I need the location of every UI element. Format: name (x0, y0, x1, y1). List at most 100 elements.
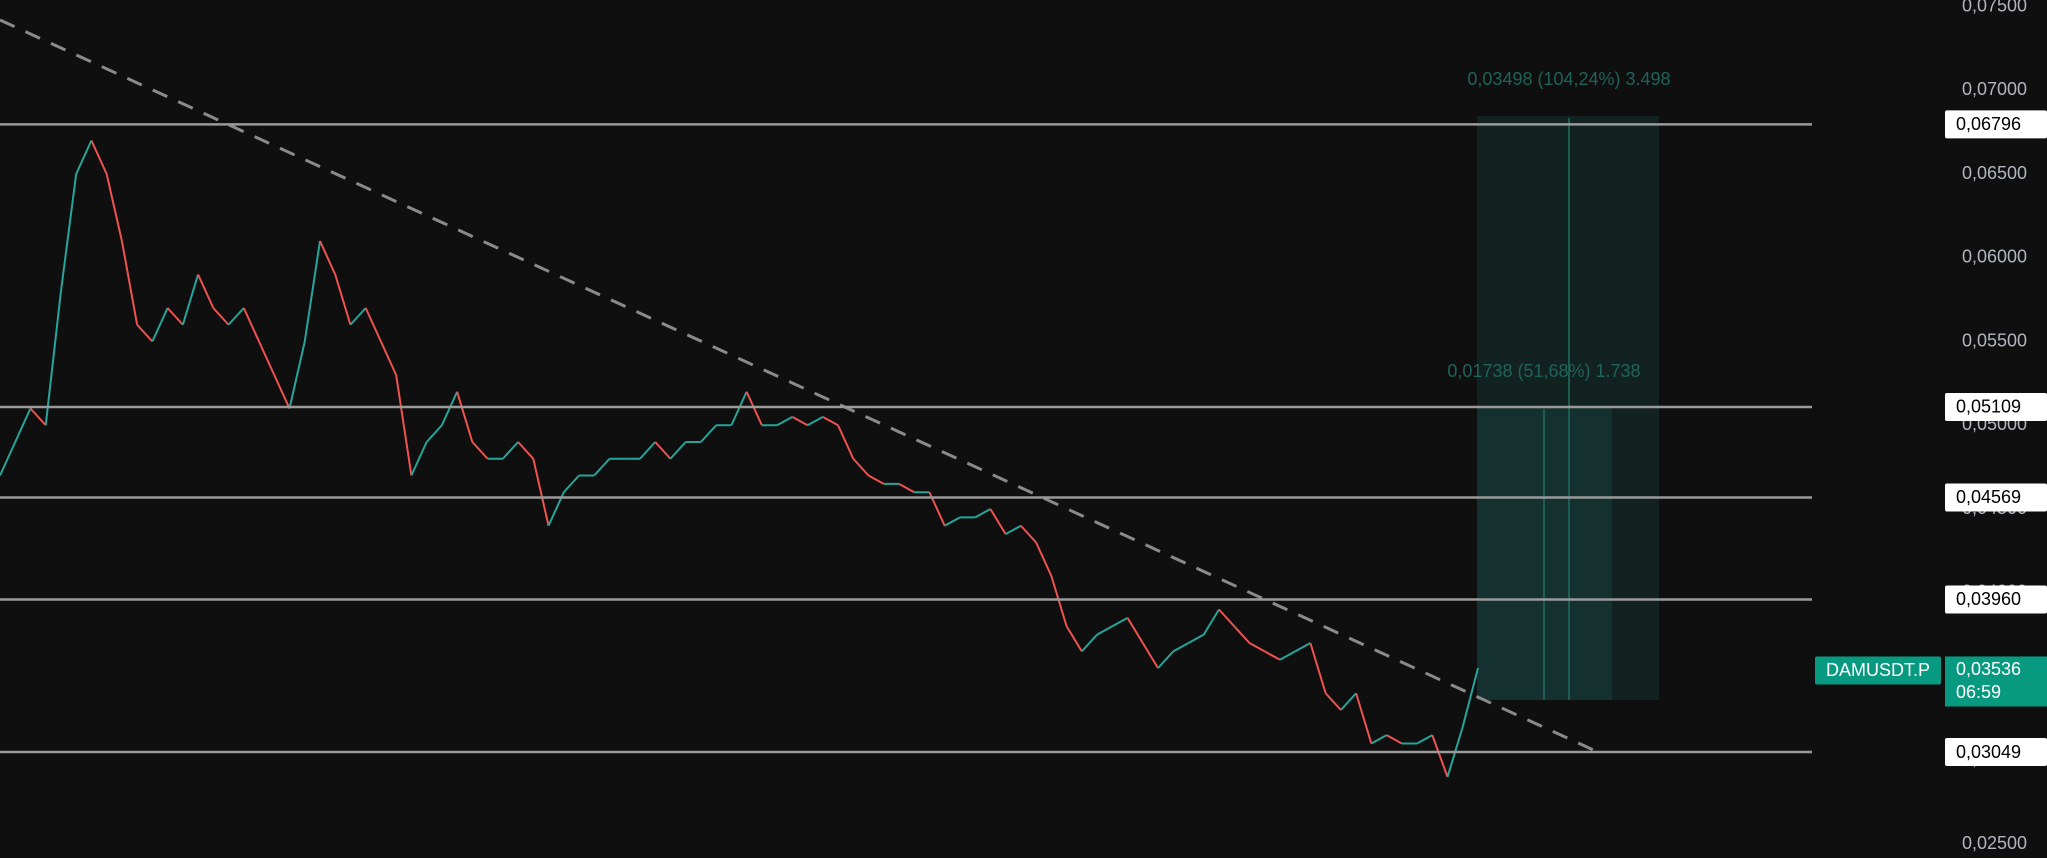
price-segment (944, 516, 961, 527)
price-segment (273, 374, 291, 409)
price-segment (1294, 642, 1311, 653)
price-segment (456, 391, 474, 443)
price-segment (258, 341, 276, 376)
price-segment (822, 415, 839, 427)
price-segment (1050, 575, 1068, 627)
level-label: 0,04569 (1956, 487, 2021, 507)
price-segment (120, 240, 139, 325)
price-segment (1416, 734, 1433, 745)
symbol-box (1815, 656, 1941, 685)
price-segment (44, 291, 62, 426)
level-label-box (1945, 392, 2047, 421)
price-segment (776, 415, 793, 427)
price-segment (639, 441, 656, 460)
price-segment (1020, 525, 1037, 544)
price-segment (852, 458, 870, 477)
price-segment (1126, 617, 1144, 644)
level-label: 0,06796 (1956, 114, 2021, 134)
level-label-box (1945, 585, 2047, 614)
price-segment (288, 341, 306, 409)
price-segment (1111, 616, 1129, 628)
y-tick-label: 0,07500 (1962, 0, 2027, 15)
price-segment (1340, 692, 1357, 711)
price-segment (1172, 642, 1189, 653)
price-segment (1035, 542, 1053, 577)
price-segment (1096, 625, 1113, 636)
price-segment (1309, 642, 1327, 694)
price-segment (349, 307, 367, 326)
price-segment (410, 441, 428, 476)
price-segment (227, 307, 245, 326)
level-label: 0,05109 (1956, 397, 2021, 417)
price-segment (669, 441, 687, 460)
price-segment (440, 391, 459, 426)
price-segment (898, 482, 915, 494)
price-segment (90, 140, 108, 175)
price-segment (532, 458, 550, 526)
y-tick-label: 0,02500 (1962, 833, 2027, 853)
y-tick-label: 0,07000 (1962, 79, 2027, 99)
price-segment (136, 324, 154, 343)
price-segment (1461, 667, 1479, 728)
price-segment (380, 341, 398, 376)
price-segment (1188, 633, 1205, 644)
price-segment (395, 374, 413, 476)
level-label: 0,03960 (1956, 589, 2021, 609)
price-segment (151, 307, 169, 342)
annotation: 0,01738 (51,68%) 1.738 (1447, 361, 1640, 381)
price-segment (1157, 650, 1174, 669)
price-segment (654, 441, 672, 460)
price-segment (502, 441, 519, 460)
price-segment (1248, 642, 1266, 653)
price-segment (868, 474, 885, 485)
price-segment (989, 508, 1007, 535)
price-segment (1081, 633, 1098, 653)
price-segment (974, 508, 991, 519)
price-segment (593, 458, 611, 477)
price-segment (1370, 734, 1388, 745)
price-segment (1141, 642, 1159, 669)
price-segment (837, 424, 855, 460)
y-tick-label: 0,05500 (1962, 330, 2027, 350)
price-segment (105, 173, 123, 242)
price-segment (563, 474, 580, 493)
price-segment (166, 307, 184, 326)
price-segment (1233, 625, 1251, 644)
price-segment (212, 307, 230, 326)
price-segment (1324, 692, 1342, 711)
level-label: 0,03049 (1956, 742, 2021, 762)
price-segment (1005, 524, 1022, 536)
price-segment (425, 424, 443, 443)
price-segment (700, 424, 717, 443)
price-segment (1279, 650, 1296, 661)
level-label-box (1945, 110, 2047, 139)
price-segment (1065, 625, 1083, 652)
price-segment (75, 140, 93, 175)
price-segment (14, 408, 32, 443)
price-segment (59, 173, 78, 292)
price-segment (745, 391, 763, 426)
countdown: 06:59 (1956, 682, 2001, 702)
price-segment (1431, 734, 1449, 778)
price-segment (730, 391, 748, 426)
symbol-label: DAMUSDT.P (1826, 660, 1930, 680)
level-label-box (1945, 483, 2047, 512)
price-segment (181, 274, 200, 326)
level-label-box (1945, 738, 2047, 767)
price-segment (319, 240, 337, 275)
price-segment (471, 441, 489, 460)
price-segment (0, 441, 17, 476)
price-segment (807, 415, 824, 427)
price-segment (791, 415, 809, 427)
price-segment (1264, 650, 1281, 661)
y-tick-label: 0,06000 (1962, 247, 2027, 267)
price-segment (364, 307, 382, 342)
price-label: 0,03536 (1956, 659, 2021, 679)
annotation: 0,03498 (104,24%) 3.498 (1467, 69, 1670, 89)
price-segment (197, 274, 215, 309)
price-segment (242, 307, 260, 342)
price-segment (517, 441, 535, 460)
y-tick-label: 0,06500 (1962, 163, 2027, 183)
price-segment (29, 407, 47, 426)
